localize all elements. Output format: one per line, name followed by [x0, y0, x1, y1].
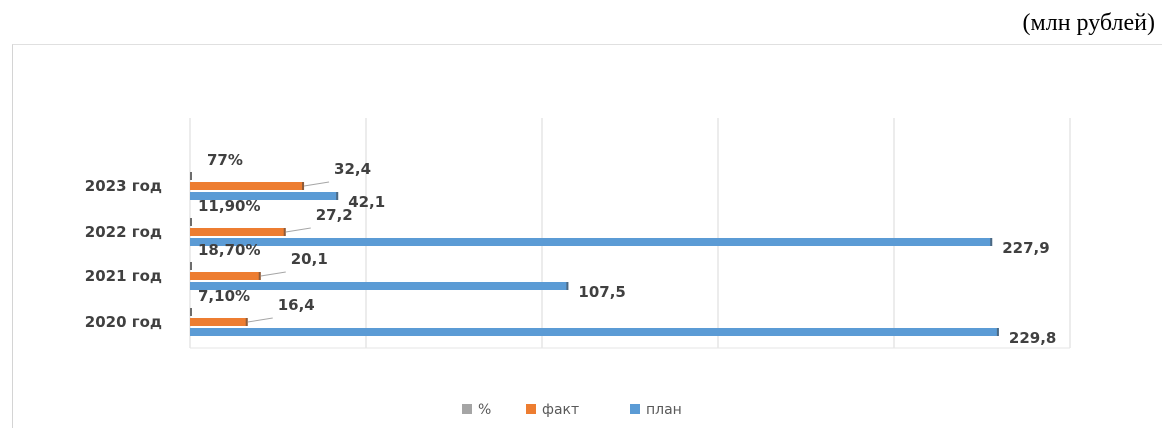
bar-end-cap: [996, 328, 999, 336]
category-label: 2021 год: [85, 267, 162, 285]
data-label-plan: 42,1: [348, 193, 385, 211]
legend: % факт план: [462, 402, 682, 418]
leader-line-fakt: [285, 227, 311, 233]
chart-frame: [12, 44, 1162, 428]
legend-label-%: %: [478, 402, 491, 418]
bar-end-cap: [190, 308, 192, 316]
bar-end-cap: [336, 192, 339, 200]
data-label-percent: 7,10%: [198, 287, 250, 305]
bar-план: [190, 328, 999, 336]
bar-факт: [190, 272, 261, 280]
legend-label-факт: факт: [542, 402, 579, 418]
bar-факт: [190, 182, 305, 190]
category-label: 2020 год: [85, 313, 162, 331]
category-label: 2022 год: [85, 223, 162, 241]
leader-line-fakt: [303, 181, 330, 187]
legend-swatch-факт: [526, 404, 536, 414]
unit-label: (млн рублей): [1022, 10, 1155, 36]
data-label-fakt: 20,1: [291, 250, 328, 268]
data-label-percent: 11,90%: [198, 197, 260, 215]
data-label-plan: 227,9: [1002, 239, 1049, 257]
bar-end-cap: [190, 262, 192, 270]
bar-end-cap: [566, 282, 569, 290]
leader-line-fakt: [247, 317, 273, 323]
bar-факт: [190, 318, 248, 326]
bar-end-cap: [190, 172, 192, 180]
data-label-plan: 229,8: [1009, 329, 1056, 347]
data-labels: 229,8 16,4 7,10% 107,5 20,1 18,70% 227,9 27,2 11…: [198, 151, 1056, 347]
bar-end-cap: [302, 182, 305, 190]
data-label-fakt: 27,2: [316, 206, 353, 224]
bar-end-cap: [258, 272, 261, 280]
bar-факт: [190, 228, 286, 236]
data-label-fakt: 16,4: [278, 296, 315, 314]
leader-line-fakt: [260, 271, 286, 277]
legend-swatch-%: [462, 404, 472, 414]
data-label-plan: 107,5: [578, 283, 625, 301]
bar-план: [190, 238, 993, 246]
data-label-percent: 77%: [207, 151, 243, 169]
gridlines: [189, 118, 1071, 349]
category-labels: 2020 год 2021 год 2022 год 2023 год: [85, 177, 162, 331]
bars: [190, 172, 999, 336]
bar-end-cap: [190, 218, 192, 226]
legend-label-план: план: [646, 402, 682, 418]
bar-end-cap: [245, 318, 248, 326]
data-label-percent: 18,70%: [198, 241, 260, 259]
data-label-fakt: 32,4: [334, 160, 371, 178]
bar-end-cap: [283, 228, 286, 236]
legend-swatch-план: [630, 404, 640, 414]
bar-план: [190, 282, 569, 290]
bar-план: [190, 192, 339, 200]
bar-end-cap: [990, 238, 993, 246]
category-label: 2023 год: [85, 177, 162, 195]
